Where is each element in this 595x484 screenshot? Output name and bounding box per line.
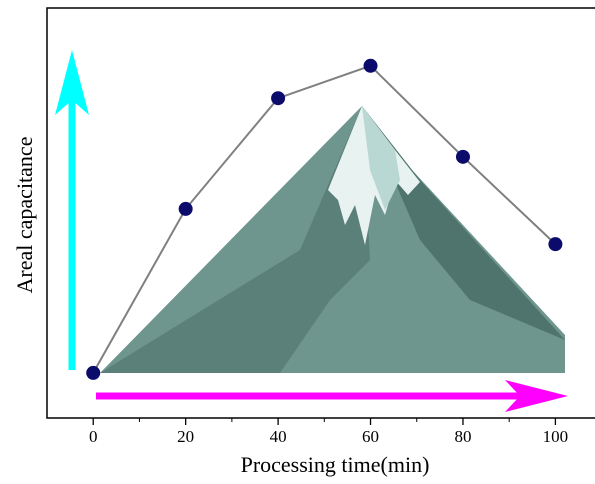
data-point	[86, 366, 100, 380]
x-tick-label: 60	[362, 427, 379, 446]
data-point	[456, 150, 470, 164]
page: Processing time(min) Areal capacitance 0…	[0, 0, 595, 484]
data-point	[548, 237, 562, 251]
chart: Processing time(min) Areal capacitance 0…	[0, 0, 595, 484]
x-axis-label: Processing time(min)	[241, 452, 430, 477]
x-tick-label: 80	[454, 427, 471, 446]
x-tick-label: 0	[89, 427, 98, 446]
x-tick-label: 40	[270, 427, 287, 446]
data-point	[179, 202, 193, 216]
data-point	[364, 59, 378, 73]
y-axis-label: Areal capacitance	[12, 137, 37, 294]
x-tick-label: 100	[543, 427, 569, 446]
mountain-illustration	[100, 106, 565, 373]
data-point	[271, 91, 285, 105]
x-tick-label: 20	[177, 427, 194, 446]
